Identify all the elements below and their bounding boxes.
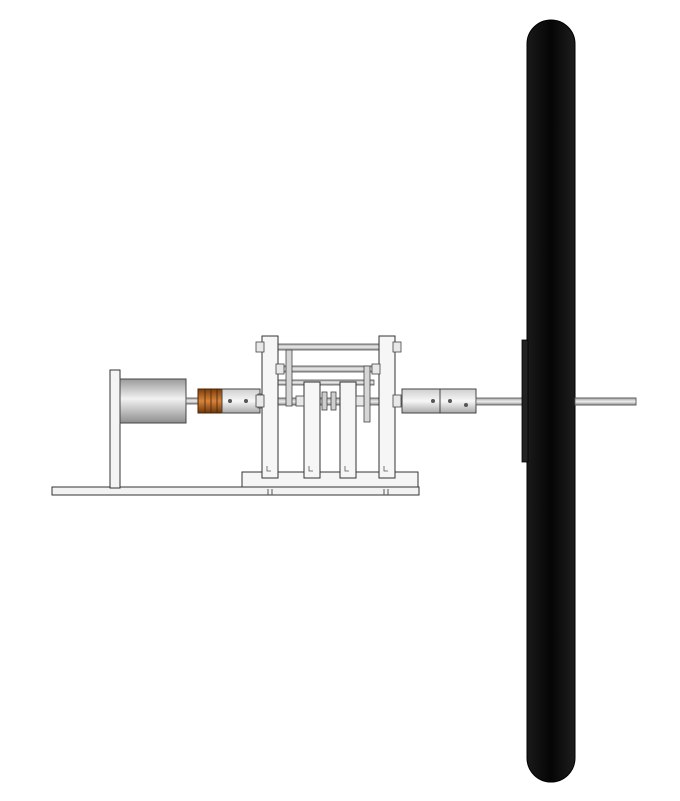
motor-bracket	[109, 369, 121, 489]
base-plate	[51, 486, 420, 496]
cam-disc	[330, 391, 337, 411]
tie-rod	[261, 343, 399, 351]
fastener-nuts	[255, 341, 402, 408]
cam-follower-link	[303, 381, 321, 479]
steering-wheel	[526, 19, 576, 783]
tie-rod	[281, 365, 375, 373]
cam-follower-link	[339, 381, 357, 479]
output-shaft-exit	[574, 397, 637, 406]
output-coupling	[401, 388, 477, 414]
slot-marks	[266, 466, 388, 472]
cam-disc	[285, 349, 293, 407]
cam-disc	[321, 391, 328, 411]
riser-block	[241, 471, 419, 488]
flexible-coupling	[197, 388, 225, 414]
mounting-holes	[267, 489, 389, 495]
cam-disc	[363, 365, 371, 423]
wheel-hub	[521, 339, 529, 463]
motor-body	[119, 378, 187, 424]
